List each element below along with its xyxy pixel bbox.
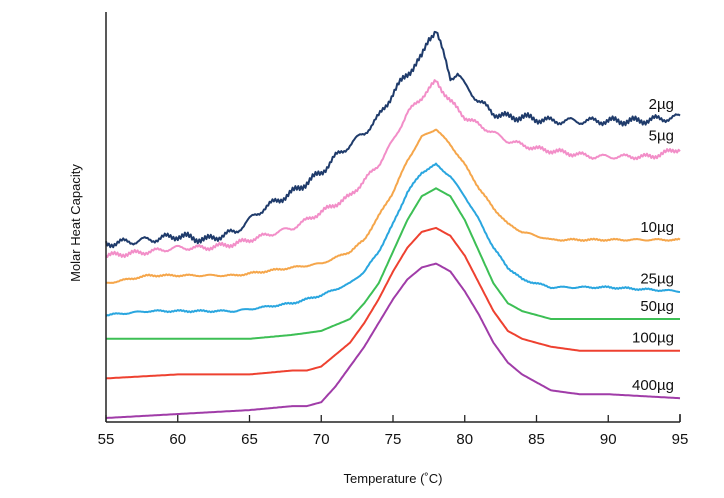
x-tick-label: 90 bbox=[600, 431, 617, 448]
x-tick-label: 85 bbox=[528, 431, 545, 448]
series-label: 10µg bbox=[640, 219, 674, 236]
series-line-4 bbox=[106, 187, 680, 340]
y-axis-title: Molar Heat Capacity bbox=[68, 164, 83, 282]
series-line-1 bbox=[105, 79, 681, 259]
series-line-5 bbox=[105, 226, 680, 380]
x-tick-label: 80 bbox=[456, 431, 473, 448]
x-tick-label: 95 bbox=[672, 431, 689, 448]
series-label: 5µg bbox=[649, 128, 674, 145]
series-line-3 bbox=[105, 162, 681, 317]
x-ticks: 55 60 65 70 75 80 85 90 95 bbox=[98, 415, 689, 448]
x-tick-label: 65 bbox=[241, 431, 258, 448]
series-label: 25µg bbox=[640, 270, 674, 287]
x-tick-label: 55 bbox=[98, 431, 115, 448]
plot-area bbox=[105, 30, 681, 419]
series-label: 50µg bbox=[640, 298, 674, 315]
x-tick-label: 60 bbox=[169, 431, 186, 448]
series-line-6 bbox=[105, 262, 681, 419]
series-line-0 bbox=[105, 30, 681, 249]
x-tick-label: 75 bbox=[385, 431, 402, 448]
series-label: 2µg bbox=[649, 96, 674, 113]
x-tick-label: 70 bbox=[313, 431, 330, 448]
series-labels: 2µg 5µg 10µg 25µg 50µg 100µg 400µg bbox=[632, 96, 674, 394]
x-axis-title: Temperature (˚C) bbox=[344, 471, 443, 486]
series-label: 100µg bbox=[632, 330, 674, 347]
series-line-2 bbox=[105, 128, 681, 284]
series-label: 400µg bbox=[632, 377, 674, 394]
